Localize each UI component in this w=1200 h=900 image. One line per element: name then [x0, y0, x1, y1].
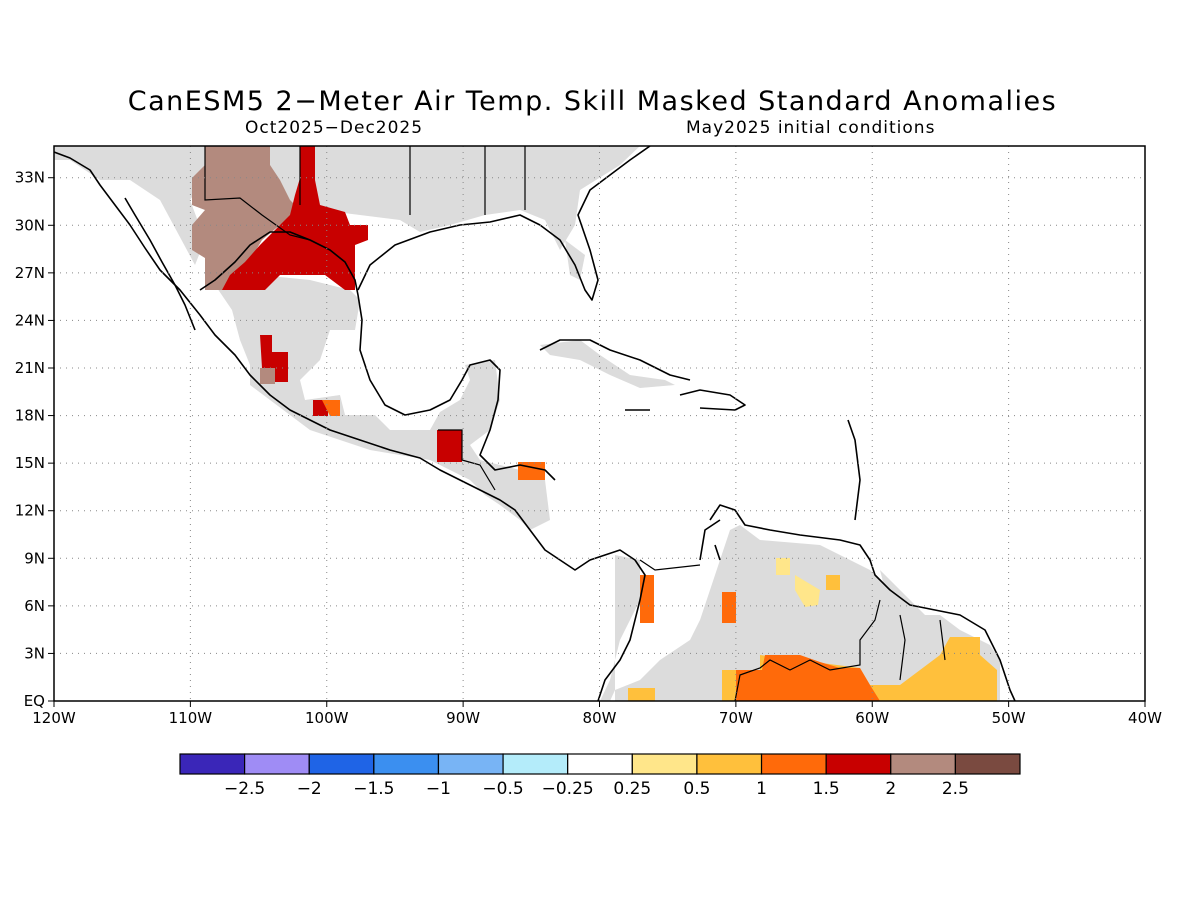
- colorbar-label: 0.5: [683, 779, 710, 799]
- colorbar-label: 1.5: [813, 779, 840, 799]
- anomaly-patch-orange: [736, 655, 880, 701]
- lat-tick-label: 15N: [15, 454, 45, 472]
- lon-tick-label: 120W: [32, 709, 76, 727]
- lat-tick-label: 3N: [24, 644, 45, 662]
- colorbar-label: −1.5: [353, 779, 394, 799]
- lat-tick-label: 9N: [24, 549, 45, 567]
- colorbar-swatch: [502, 753, 569, 775]
- forecast-period: Oct2025−Dec2025: [245, 118, 424, 138]
- map-title: CanESM5 2−Meter Air Temp. Skill Masked S…: [127, 86, 1058, 117]
- colorbar-swatch: [244, 753, 310, 775]
- lon-tick-label: 80W: [583, 709, 617, 727]
- lon-tick-label: 110W: [169, 709, 213, 727]
- anomaly-patch-darkred: [437, 430, 462, 462]
- colorbar-label: −2.5: [224, 779, 265, 799]
- anomaly-patch-orange: [826, 575, 840, 590]
- lat-tick-label: 12N: [15, 502, 45, 520]
- lat-tick-label: 6N: [24, 597, 45, 615]
- anomaly-patch-lightyellow: [776, 558, 790, 575]
- colorbar-swatch: [954, 753, 1021, 775]
- colorbar-label: −0.5: [482, 779, 523, 799]
- lon-tick-label: 40W: [1128, 709, 1162, 727]
- coastlines: [54, 146, 1016, 701]
- colorbar-label: 2: [885, 779, 896, 799]
- gridlines: [54, 146, 1145, 701]
- colorbar-label: 1: [756, 779, 767, 799]
- lon-tick-label: 100W: [305, 709, 349, 727]
- anomaly-patch-brown: [192, 146, 300, 290]
- anomaly-patch-orange: [722, 592, 736, 623]
- lat-tick-label: 33N: [15, 169, 45, 187]
- anomaly-patch-gold: [628, 688, 655, 701]
- lon-tick-label: 60W: [855, 709, 889, 727]
- anomaly-patch-orange: [640, 575, 654, 623]
- lon-tick-label: 50W: [992, 709, 1026, 727]
- lon-tick-label: 70W: [719, 709, 753, 727]
- lat-tick-label: 18N: [15, 407, 45, 425]
- colorbar: −2.5 −2 −1.5 −1 −0.5 −0.25 0.25 0.5 1 1.5 2 2.5: [179, 753, 1021, 799]
- colorbar-swatch: [437, 753, 504, 775]
- colorbar-swatch: [825, 753, 892, 775]
- colorbar-swatch: [696, 753, 763, 775]
- lat-tick-label: 27N: [15, 264, 45, 282]
- lat-tick-label: 30N: [15, 216, 45, 234]
- initial-conditions: May2025 initial conditions: [686, 118, 936, 138]
- anomaly-patch-darkred: [222, 146, 368, 290]
- colorbar-label: −1: [426, 779, 451, 799]
- colorbar-swatch: [179, 753, 246, 775]
- colorbar-label: 0.25: [613, 779, 651, 799]
- lat-tick-label: EQ: [24, 692, 45, 710]
- lat-tick-label: 21N: [15, 359, 45, 377]
- anomaly-patch-lightyellow: [795, 575, 820, 607]
- map-area: [54, 146, 1145, 701]
- anomaly-patches: [192, 146, 997, 701]
- lat-tick-label: 24N: [15, 311, 45, 329]
- colorbar-swatch: [567, 753, 633, 775]
- colorbar-label: −2: [297, 779, 322, 799]
- colorbar-swatch: [308, 753, 375, 775]
- country-borders: [204, 146, 946, 701]
- colorbar-label: 2.5: [942, 779, 969, 799]
- lon-tick-label: 90W: [446, 709, 480, 727]
- colorbar-swatch: [890, 753, 956, 775]
- colorbar-label: −0.25: [542, 779, 594, 799]
- colorbar-swatch: [760, 753, 827, 775]
- colorbar-swatch: [373, 753, 440, 775]
- colorbar-swatch: [631, 753, 698, 775]
- anomaly-patch-brown: [260, 368, 275, 384]
